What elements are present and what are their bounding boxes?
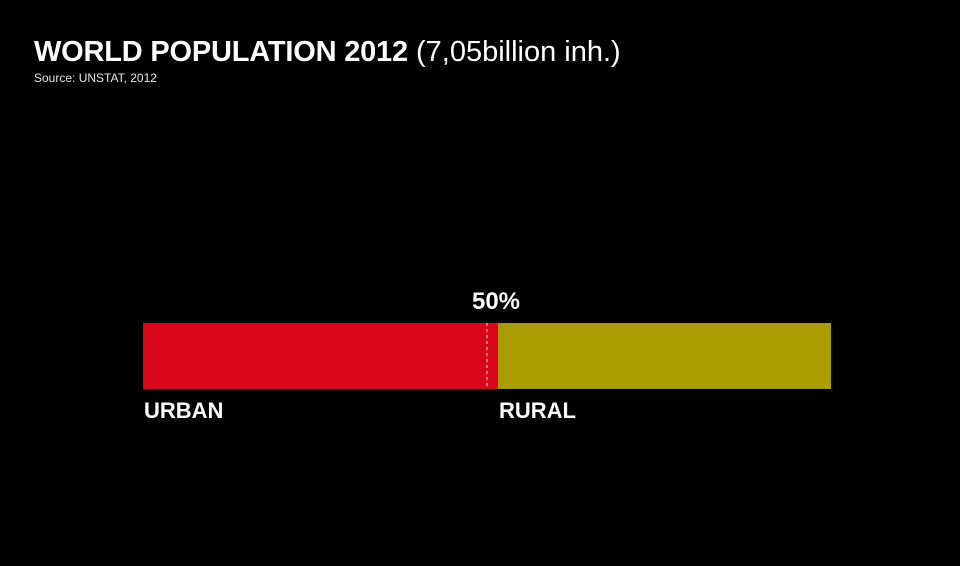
chart-title: WORLD POPULATION 2012 (7,05billion inh.) [34,34,934,70]
category-label-urban: URBAN [144,398,223,423]
bar-segment-rural [498,323,831,389]
bar-segment-urban [143,323,499,389]
category-label-rural: RURAL [499,398,576,423]
chart-title-note: (7,05billion inh.) [415,36,621,68]
chart-header: WORLD POPULATION 2012 (7,05billion inh.)… [34,34,934,86]
chart-title-main: WORLD POPULATION 2012 [34,36,408,68]
chart-source: Source: UNSTAT, 2012 [34,71,157,85]
reference-line-label: 50% [472,288,520,315]
